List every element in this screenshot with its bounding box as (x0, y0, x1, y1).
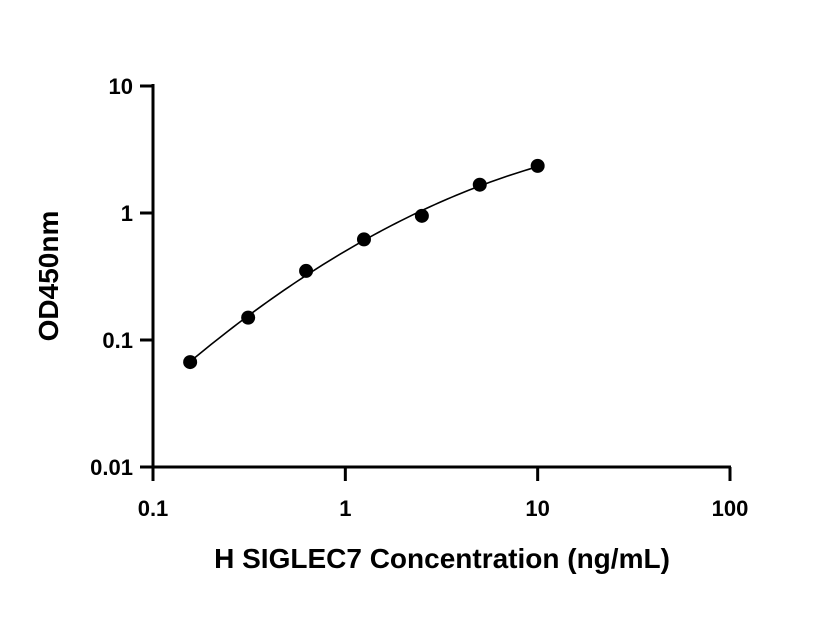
data-points (183, 158, 545, 370)
x-tick-label: 0.1 (138, 496, 169, 521)
y-tick-label: 10 (109, 74, 133, 99)
fit-curve (193, 165, 538, 360)
data-point (241, 310, 256, 325)
x-tick-label: 10 (525, 496, 549, 521)
x-tick-label: 100 (712, 496, 749, 521)
data-point (414, 208, 429, 223)
y-ticks: 0.01 0.1 1 10 (90, 74, 153, 480)
data-point (183, 355, 198, 370)
x-ticks: 0.1 1 10 100 (138, 467, 749, 521)
y-axis-title: OD450nm (33, 211, 64, 342)
axes (151, 84, 731, 469)
data-point (356, 232, 371, 247)
x-axis-title: H SIGLEC7 Concentration (ng/mL) (214, 543, 670, 574)
y-tick-label: 1 (121, 201, 133, 226)
y-tick-label: 0.1 (102, 328, 133, 353)
data-point (472, 177, 487, 192)
data-point (299, 263, 314, 278)
x-tick-label: 1 (339, 496, 351, 521)
data-point (530, 158, 545, 173)
y-tick-label: 0.01 (90, 455, 133, 480)
